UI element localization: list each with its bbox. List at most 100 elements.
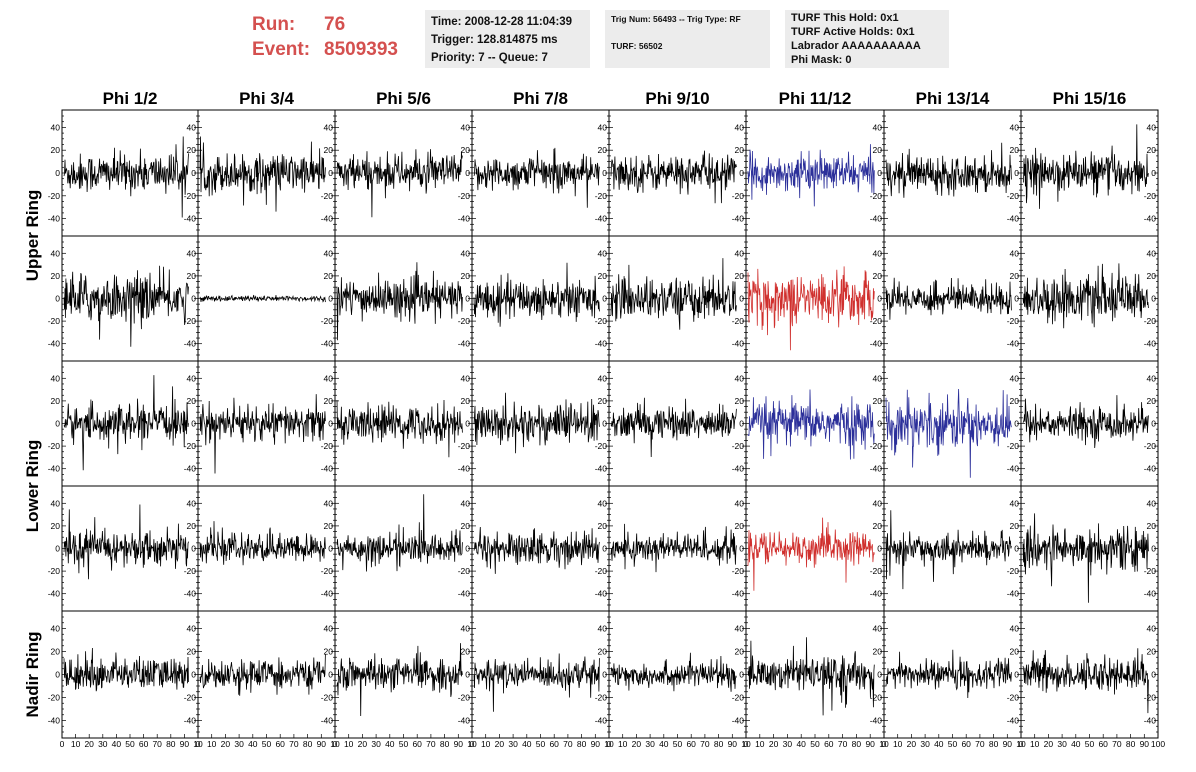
x-tick-label: 10 xyxy=(71,739,81,749)
x-tick-label: 30 xyxy=(645,739,655,749)
y-tick-label: 20 xyxy=(51,271,61,281)
waveform-trace xyxy=(610,397,737,458)
y-tick-label: -40 xyxy=(48,214,61,224)
y-tick-label: 0 xyxy=(602,670,607,680)
x-tick-label: 30 xyxy=(98,739,108,749)
x-tick-label: 50 xyxy=(262,739,272,749)
waveform-trace xyxy=(747,144,875,207)
y-tick-label: -40 xyxy=(1144,464,1157,474)
x-tick-label: 0 xyxy=(882,739,887,749)
y-tick-label: -40 xyxy=(458,589,471,599)
y-tick-label: 0 xyxy=(1014,670,1019,680)
y-tick-label: 20 xyxy=(873,271,883,281)
waveform-trace xyxy=(63,265,189,347)
y-tick-label: 20 xyxy=(187,647,197,657)
y-tick-label: -20 xyxy=(458,441,471,451)
y-tick-label: -20 xyxy=(184,566,197,576)
waveform-trace xyxy=(885,649,1012,699)
y-tick-label: 20 xyxy=(461,647,471,657)
y-tick-label: 40 xyxy=(187,248,197,258)
y-tick-label: 40 xyxy=(598,248,608,258)
y-tick-label: 0 xyxy=(55,168,60,178)
y-tick-label: 20 xyxy=(324,396,334,406)
y-tick-label: 20 xyxy=(187,396,197,406)
y-tick-label: -40 xyxy=(184,339,197,349)
x-tick-label: 90 xyxy=(1003,739,1013,749)
y-tick-label: 20 xyxy=(1010,396,1020,406)
waveform-trace xyxy=(336,399,463,458)
y-tick-label: -40 xyxy=(1007,716,1020,726)
x-tick-label: 100 xyxy=(1151,739,1165,749)
y-tick-label: -20 xyxy=(458,191,471,201)
y-tick-label: 40 xyxy=(1010,373,1020,383)
y-tick-label: -40 xyxy=(48,339,61,349)
y-tick-label: -20 xyxy=(184,441,197,451)
y-tick-label: -20 xyxy=(1144,566,1157,576)
y-tick-label: 0 xyxy=(465,670,470,680)
waveform-trace xyxy=(336,262,463,341)
x-tick-label: 10 xyxy=(879,739,889,749)
y-tick-label: 40 xyxy=(461,373,471,383)
y-tick-label: -40 xyxy=(184,214,197,224)
x-tick-label: 70 xyxy=(426,739,436,749)
x-tick-label: 20 xyxy=(221,739,231,749)
x-tick-label: 10 xyxy=(1016,739,1026,749)
x-tick-label: 0 xyxy=(744,739,749,749)
x-tick-label: 90 xyxy=(591,739,601,749)
y-tick-label: -40 xyxy=(732,589,745,599)
waveform-trace xyxy=(199,136,326,212)
y-tick-label: -40 xyxy=(1007,589,1020,599)
y-tick-label: 20 xyxy=(598,521,608,531)
y-tick-label: 20 xyxy=(598,396,608,406)
x-tick-label: 0 xyxy=(333,739,338,749)
y-tick-label: 40 xyxy=(1010,624,1020,634)
x-tick-label: 60 xyxy=(961,739,971,749)
y-tick-label: 40 xyxy=(598,122,608,132)
y-tick-label: 20 xyxy=(51,145,61,155)
y-tick-label: -40 xyxy=(1007,464,1020,474)
column-header-phi-7-8: Phi 7/8 xyxy=(513,89,568,108)
y-tick-label: -20 xyxy=(458,566,471,576)
waveform-trace xyxy=(63,375,189,471)
y-tick-label: 20 xyxy=(187,521,197,531)
event-value: 8509393 xyxy=(324,39,398,60)
y-tick-label: -20 xyxy=(1144,693,1157,703)
x-tick-label: 70 xyxy=(838,739,848,749)
column-header-phi-11-12: Phi 11/12 xyxy=(779,89,852,108)
y-tick-label: -40 xyxy=(870,716,883,726)
y-tick-label: 40 xyxy=(324,248,334,258)
y-tick-label: 20 xyxy=(1010,271,1020,281)
waveform-trace xyxy=(199,654,326,696)
x-tick-label: 0 xyxy=(196,739,201,749)
y-tick-label: 0 xyxy=(465,544,470,554)
y-tick-label: -40 xyxy=(48,464,61,474)
x-tick-label: 0 xyxy=(60,739,65,749)
y-tick-label: 40 xyxy=(51,373,61,383)
x-tick-label: 10 xyxy=(893,739,903,749)
event-label: Event: xyxy=(252,39,311,60)
y-tick-label: -20 xyxy=(1144,191,1157,201)
column-header-phi-9-10: Phi 9/10 xyxy=(645,89,709,108)
y-tick-label: -20 xyxy=(595,566,608,576)
y-tick-label: -20 xyxy=(321,191,334,201)
y-tick-label: 40 xyxy=(324,498,334,508)
y-tick-label: -20 xyxy=(732,566,745,576)
y-tick-label: 20 xyxy=(324,145,334,155)
y-tick-label: 40 xyxy=(51,248,61,258)
x-tick-label: 20 xyxy=(1044,739,1054,749)
y-tick-label: -40 xyxy=(1144,716,1157,726)
x-tick-label: 10 xyxy=(618,739,628,749)
y-tick-label: 40 xyxy=(324,122,334,132)
waveform-trace xyxy=(610,652,737,692)
y-tick-label: 0 xyxy=(55,419,60,429)
time-line: Time: 2008-12-28 11:04:39 xyxy=(431,16,573,28)
y-tick-label: 40 xyxy=(51,498,61,508)
y-tick-label: 0 xyxy=(1151,544,1156,554)
y-tick-label: 40 xyxy=(1147,373,1157,383)
panel-frame-r1-c3 xyxy=(334,109,473,237)
y-tick-label: 0 xyxy=(1014,544,1019,554)
y-tick-label: -40 xyxy=(321,464,334,474)
y-tick-label: 40 xyxy=(598,373,608,383)
y-tick-label: -40 xyxy=(321,589,334,599)
waveform-trace xyxy=(747,637,875,716)
